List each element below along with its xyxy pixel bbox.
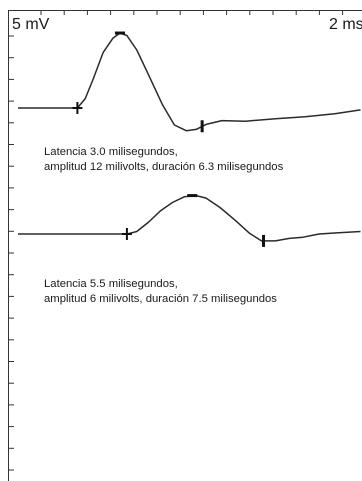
trace-2-waveform — [18, 194, 361, 242]
trace-1-markers — [72, 31, 204, 133]
trace-1-onset-marker — [72, 102, 83, 114]
axis-ticks — [8, 10, 344, 471]
trace-2-annotation-line-2: amplitud 6 milivolts, duración 7.5 milis… — [44, 293, 277, 305]
trace-2-annotation-line-1: Latencia 5.5 milisegundos, — [44, 278, 178, 290]
trace-1-annotation-line-1: Latencia 3.0 milisegundos, — [44, 146, 178, 158]
trace-1-waveform — [18, 32, 361, 132]
voltage-scale-label: 5 mV — [12, 16, 50, 33]
trace-2-onset-marker — [121, 228, 132, 240]
time-scale-label: 2 ms — [329, 16, 362, 33]
trace-1-annotation-line-2: amplitud 12 milivolts, duración 6.3 mili… — [44, 161, 284, 173]
chart-frame — [8, 10, 362, 481]
trace-2: Latencia 5.5 milisegundos, amplitud 6 mi… — [18, 194, 361, 305]
trace-2-markers — [121, 194, 266, 247]
trace-1: Latencia 3.0 milisegundos, amplitud 12 m… — [18, 31, 361, 173]
